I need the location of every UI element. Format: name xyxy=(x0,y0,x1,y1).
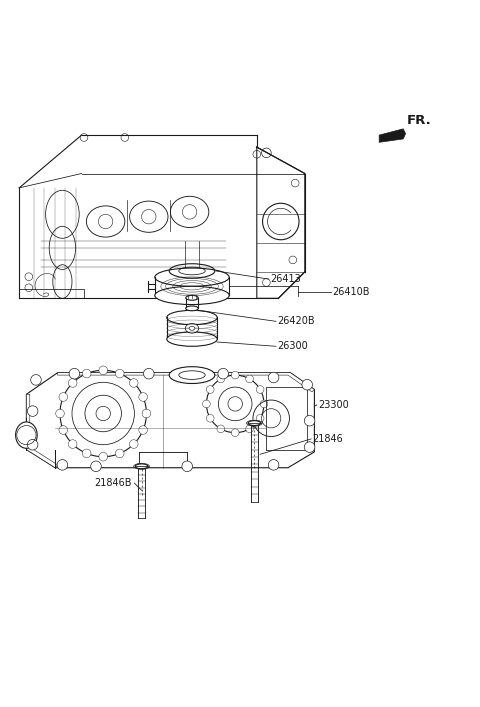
Circle shape xyxy=(59,426,68,434)
Ellipse shape xyxy=(167,332,217,346)
Text: 26300: 26300 xyxy=(277,341,308,351)
Circle shape xyxy=(130,440,138,448)
Circle shape xyxy=(206,385,214,393)
Circle shape xyxy=(68,379,77,387)
Ellipse shape xyxy=(248,421,261,426)
Circle shape xyxy=(99,452,108,461)
Ellipse shape xyxy=(186,306,198,311)
Circle shape xyxy=(260,400,268,408)
Circle shape xyxy=(69,368,80,379)
Circle shape xyxy=(182,461,192,472)
Circle shape xyxy=(27,440,38,450)
Ellipse shape xyxy=(179,370,205,380)
Ellipse shape xyxy=(186,296,198,300)
Circle shape xyxy=(206,414,214,422)
Circle shape xyxy=(304,442,315,452)
Circle shape xyxy=(268,372,279,382)
Circle shape xyxy=(139,426,147,434)
Text: 21846B: 21846B xyxy=(95,478,132,488)
Circle shape xyxy=(83,369,91,378)
Text: 26410B: 26410B xyxy=(333,287,370,297)
Ellipse shape xyxy=(155,286,229,305)
Circle shape xyxy=(68,440,77,448)
Circle shape xyxy=(130,379,138,387)
Circle shape xyxy=(246,375,253,382)
Ellipse shape xyxy=(169,367,215,383)
Text: FR.: FR. xyxy=(407,114,432,127)
Text: 26420B: 26420B xyxy=(277,316,315,327)
Circle shape xyxy=(115,449,124,457)
Circle shape xyxy=(144,368,154,379)
Ellipse shape xyxy=(135,464,148,469)
Circle shape xyxy=(99,366,108,375)
Circle shape xyxy=(217,375,225,382)
Circle shape xyxy=(91,461,101,472)
Polygon shape xyxy=(58,373,314,392)
Circle shape xyxy=(246,425,253,433)
Circle shape xyxy=(203,400,210,408)
Circle shape xyxy=(56,409,64,418)
Polygon shape xyxy=(26,395,58,468)
Circle shape xyxy=(302,380,312,390)
Circle shape xyxy=(27,406,38,416)
Circle shape xyxy=(256,385,264,393)
Circle shape xyxy=(217,425,225,433)
Circle shape xyxy=(59,392,68,402)
Circle shape xyxy=(115,369,124,378)
Ellipse shape xyxy=(155,268,229,286)
Circle shape xyxy=(231,371,239,379)
Circle shape xyxy=(142,409,151,418)
Text: 26413: 26413 xyxy=(270,274,301,284)
Circle shape xyxy=(218,368,228,379)
Circle shape xyxy=(268,460,279,470)
Circle shape xyxy=(231,429,239,436)
Circle shape xyxy=(256,414,264,422)
Circle shape xyxy=(57,460,68,470)
Circle shape xyxy=(83,449,91,457)
Ellipse shape xyxy=(185,324,199,333)
Circle shape xyxy=(304,416,315,426)
Circle shape xyxy=(139,392,147,402)
Circle shape xyxy=(31,375,41,385)
Polygon shape xyxy=(26,373,314,468)
Ellipse shape xyxy=(167,310,217,325)
Ellipse shape xyxy=(189,327,195,330)
Text: 23300: 23300 xyxy=(318,400,349,410)
Text: 21846: 21846 xyxy=(312,434,343,444)
Ellipse shape xyxy=(15,422,37,448)
Polygon shape xyxy=(379,129,406,142)
